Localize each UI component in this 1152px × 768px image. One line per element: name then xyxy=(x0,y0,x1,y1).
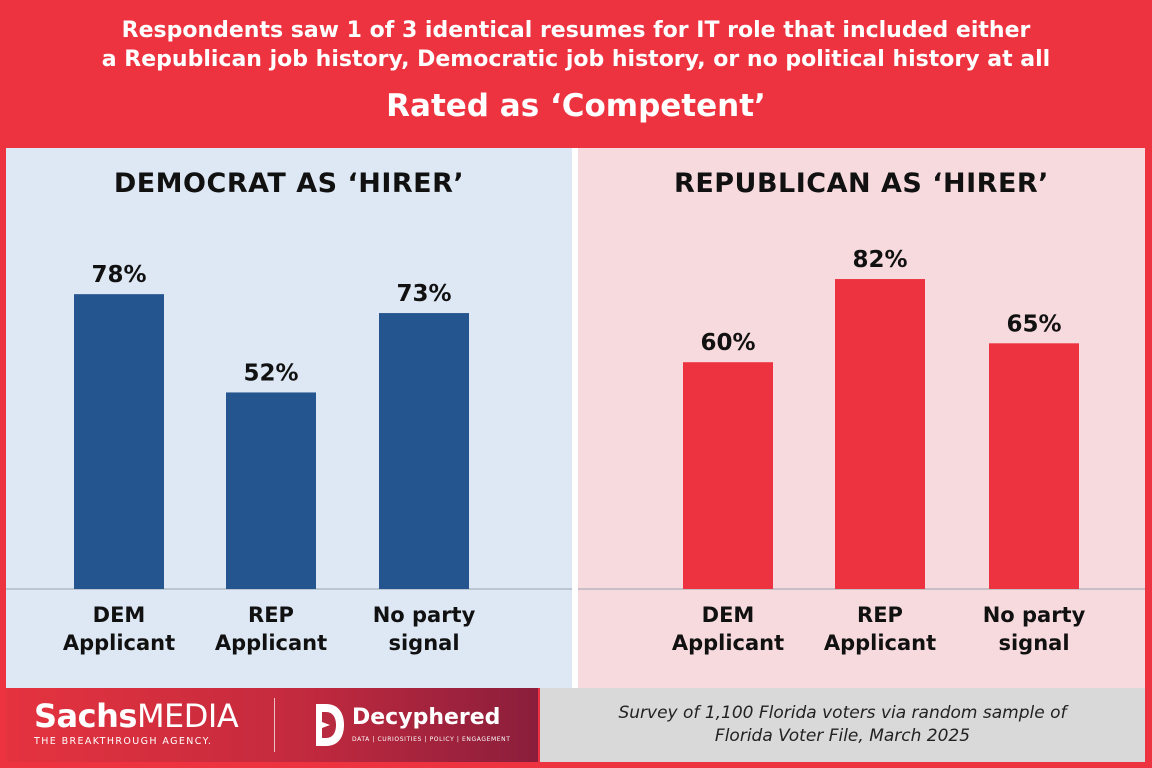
dem-hirer-category-label-no-party-signal: No party signal xyxy=(373,603,476,655)
rep-hirer-value-label-rep-applicant: 82% xyxy=(852,247,907,273)
chart-republican-hirer: 60% DEM Applicant 82% REP Applicant 65% No part… xyxy=(578,247,1145,655)
dem-hirer-category-label-dem-applicant: DEM Applicant xyxy=(63,603,175,655)
dem-hirer-value-label-rep-applicant: 52% xyxy=(243,360,298,386)
panel-title-republican: REPUBLICAN AS ‘HIRER’ xyxy=(674,168,1049,199)
dem-hirer-value-label-no-party-signal: 73% xyxy=(396,281,451,307)
logo-media-light: MEDIA xyxy=(136,697,239,735)
chart-subtitle: Respondents saw 1 of 3 identical resumes… xyxy=(40,16,1112,74)
header: Respondents saw 1 of 3 identical resumes… xyxy=(0,0,1152,146)
footer-logos: SachsMEDIA THE BREAKTHROUGH AGENCY. Decy… xyxy=(6,688,538,762)
rep-hirer-bar-rep-applicant xyxy=(835,279,925,589)
subtitle-line-1: Respondents saw 1 of 3 identical resumes… xyxy=(121,18,1031,43)
panel-republican-hirer: REPUBLICAN AS ‘HIRER’ 60% DEM Applicant 82%… xyxy=(578,148,1145,688)
panel-democrat-hirer: DEMOCRAT AS ‘HIRER’ 78% DEM Applicant 52% RE… xyxy=(6,148,572,688)
source-note: Survey of 1,100 Florida voters via rando… xyxy=(540,702,1145,748)
dem-hirer-category-label-rep-applicant: REP Applicant xyxy=(215,603,327,655)
panel-title-democrat: DEMOCRAT AS ‘HIRER’ xyxy=(113,168,465,199)
rep-hirer-bar-no-party-signal xyxy=(989,343,1079,589)
footer-note-box: Survey of 1,100 Florida voters via rando… xyxy=(540,688,1145,762)
chart-democrat-hirer: 78% DEM Applicant 52% REP Applicant 73% No part… xyxy=(6,262,572,655)
decyphered-tagline: DATA | CURIOSITIES | POLICY | ENGAGEMENT xyxy=(352,736,511,743)
rep-hirer-category-label-dem-applicant: DEM Applicant xyxy=(672,603,784,655)
dem-hirer-bar-no-party-signal xyxy=(379,313,469,589)
dem-hirer-bar-dem-applicant xyxy=(74,294,164,589)
logo-separator xyxy=(274,698,275,752)
panel-divider xyxy=(572,148,578,688)
rep-hirer-category-label-rep-applicant: REP Applicant xyxy=(824,603,936,655)
sachs-media-logo: SachsMEDIA THE BREAKTHROUGH AGENCY. xyxy=(34,697,239,747)
rep-hirer-value-label-no-party-signal: 65% xyxy=(1006,311,1061,337)
rep-hirer-value-label-dem-applicant: 60% xyxy=(700,330,755,356)
sachs-media-tagline: THE BREAKTHROUGH AGENCY. xyxy=(34,736,213,747)
source-note-line-2: Florida Voter File, March 2025 xyxy=(714,726,971,746)
source-note-line-1: Survey of 1,100 Florida voters via rando… xyxy=(618,703,1067,723)
rep-hirer-bar-dem-applicant xyxy=(683,362,773,589)
decyphered-wordmark: Decyphered xyxy=(352,705,501,730)
sachs-media-wordmark: SachsMEDIA xyxy=(34,697,239,735)
chart-title: Rated as ‘Competent’ xyxy=(386,88,766,124)
decyphered-d-icon xyxy=(316,704,344,746)
subtitle-line-2: a Republican job history, Democratic job… xyxy=(101,47,1051,72)
logo-sachs-bold: Sachs xyxy=(34,697,137,735)
dem-hirer-value-label-dem-applicant: 78% xyxy=(91,262,146,288)
decyphered-logo: Decyphered DATA | CURIOSITIES | POLICY |… xyxy=(352,704,511,743)
rep-hirer-category-label-no-party-signal: No party signal xyxy=(983,603,1086,655)
dem-hirer-bar-rep-applicant xyxy=(226,392,316,589)
